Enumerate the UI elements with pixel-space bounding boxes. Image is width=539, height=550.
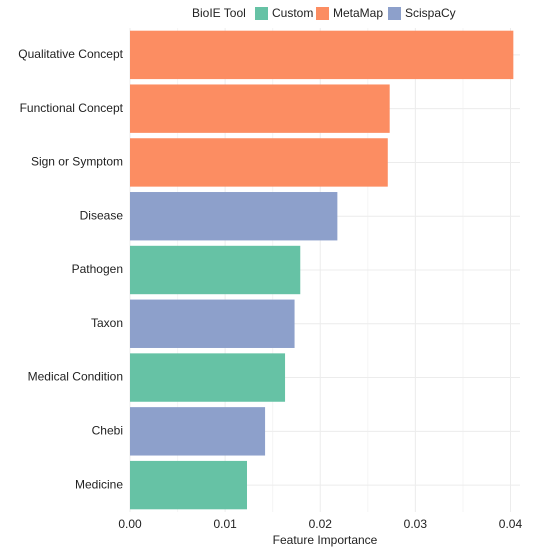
bar-pathogen — [130, 245, 301, 295]
y-tick-label: Disease — [80, 208, 124, 222]
legend-label-metamap: MetaMap — [333, 6, 383, 20]
bars — [130, 30, 514, 510]
legend-label-custom: Custom — [272, 6, 313, 20]
x-tick-label: 0.01 — [213, 517, 237, 531]
bar-sign-or-symptom — [130, 138, 388, 187]
bar-functional-concept — [130, 84, 390, 133]
y-tick-label: Medicine — [75, 477, 123, 491]
y-tick-label: Pathogen — [72, 262, 123, 276]
legend: BioIE Tool Custom MetaMap ScispaCy — [192, 6, 456, 20]
legend-key-custom — [255, 7, 268, 20]
bar-medical-condition — [130, 353, 286, 402]
legend-key-metamap — [316, 7, 329, 20]
y-tick-label: Sign or Symptom — [31, 155, 123, 169]
y-tick-label: Qualitative Concept — [18, 47, 123, 61]
x-axis-title: Feature Importance — [273, 533, 378, 547]
x-tick-label: 0.00 — [118, 517, 142, 531]
bar-disease — [130, 192, 338, 241]
legend-label-scispacy: ScispaCy — [405, 6, 456, 20]
bar-qualitative-concept — [130, 30, 514, 80]
bar-chebi — [130, 407, 266, 456]
y-tick-label: Functional Concept — [20, 101, 124, 115]
y-tick-label: Taxon — [91, 316, 123, 330]
x-tick-label: 0.03 — [404, 517, 428, 531]
legend-key-scispacy — [388, 7, 401, 20]
x-tick-label: 0.02 — [309, 517, 333, 531]
legend-title: BioIE Tool — [192, 6, 246, 20]
x-tick-label: 0.04 — [499, 517, 523, 531]
y-tick-label: Medical Condition — [28, 370, 123, 384]
y-axis: Qualitative Concept Functional Concept Sig… — [18, 47, 123, 491]
bar-taxon — [130, 299, 295, 348]
x-axis: Feature Importance 0.00 0.01 0.02 0.03 0.04 — [118, 517, 522, 547]
bar-medicine — [130, 460, 247, 510]
y-tick-label: Chebi — [92, 424, 123, 438]
